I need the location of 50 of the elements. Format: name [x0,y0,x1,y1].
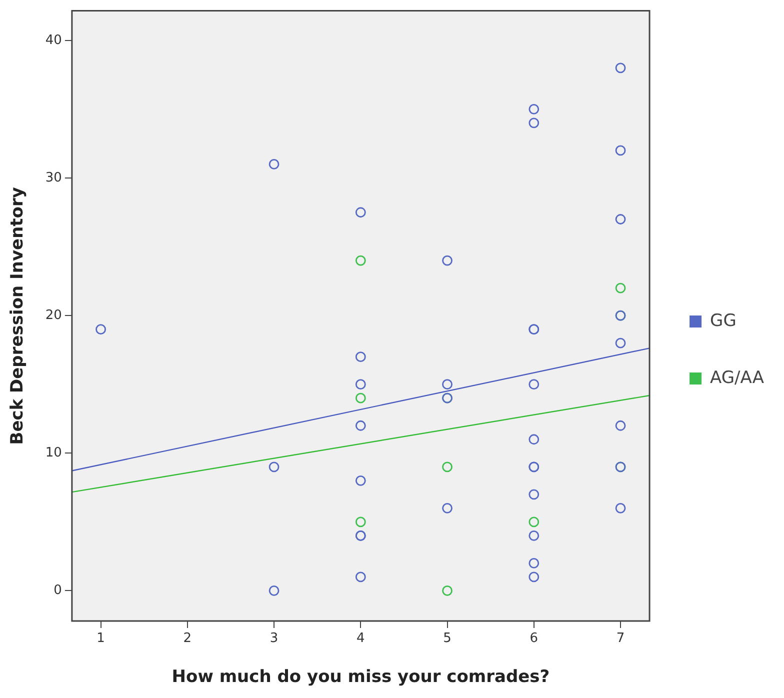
x-tick-label: 4 [356,631,365,646]
point [355,420,366,431]
x-tick-label: 3 [270,631,278,646]
x-tick-label: 1 [96,631,105,646]
y-axis-title: Beck Depression Inventory [8,187,28,445]
point [442,586,452,596]
y-tick-label: 0 [54,583,62,598]
point [355,379,366,390]
point [268,159,280,170]
point [355,392,366,404]
point [442,379,452,390]
point [355,352,366,362]
y-tick-label: 20 [45,308,62,323]
point [528,558,540,568]
point [615,338,626,348]
point [442,462,452,472]
point [355,475,366,486]
point [268,462,280,472]
point [528,118,540,128]
point [268,586,280,596]
x-axis-title: How much do you miss your comrades? [172,667,550,688]
x-tick-label: 6 [530,631,538,646]
y-tick-label: 40 [45,32,62,48]
point [528,530,540,541]
point [355,255,366,266]
point [615,420,626,431]
point [615,145,626,156]
point [615,214,626,224]
point [442,502,452,514]
point [355,207,366,218]
point [355,572,366,582]
y-tick-label: 30 [45,170,62,186]
point [615,282,626,294]
point [442,255,452,266]
x-tick-label: 2 [183,631,192,646]
point [615,62,626,74]
point [528,572,540,582]
x-tick-label: 7 [616,631,625,646]
point [96,324,106,335]
legend-label: GG [710,310,736,331]
point [528,379,540,390]
point [355,516,366,528]
point [528,434,540,445]
y-tick-label: 10 [45,446,62,461]
x-tick-label: 5 [443,631,452,646]
point [615,502,626,514]
point [528,489,540,500]
point [528,516,540,528]
legend-label: AG/AA [710,368,764,388]
point [528,104,540,114]
